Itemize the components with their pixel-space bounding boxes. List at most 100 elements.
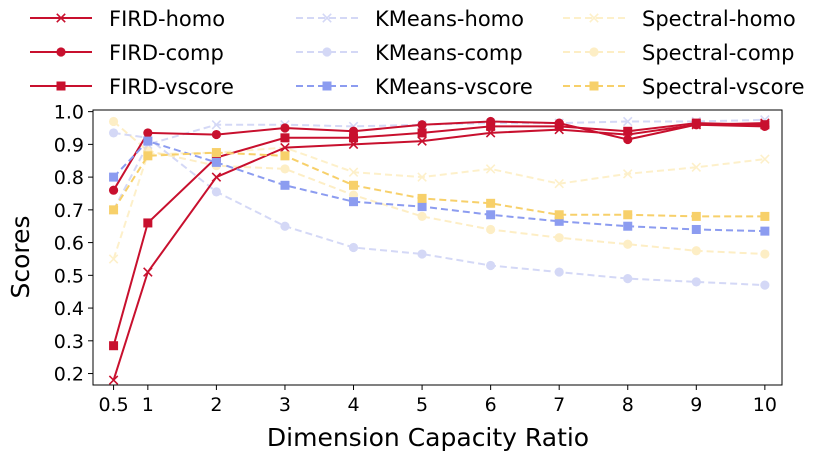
data-point-spectral-comp bbox=[417, 211, 427, 221]
data-point-spectral-vscore bbox=[417, 193, 427, 203]
data-point-kmeans-comp bbox=[211, 187, 222, 197]
data-point-fird-comp bbox=[143, 128, 153, 138]
x-tick-label: 10 bbox=[753, 394, 777, 416]
data-point-fird-comp bbox=[211, 129, 222, 140]
data-point-kmeans-comp bbox=[348, 242, 359, 253]
legend: FIRD-homo FIRD-comp FIRD-vscore KMeans-homo… bbox=[30, 7, 805, 99]
data-point-fird-vscore bbox=[554, 121, 564, 131]
legend-item-kmeans-comp bbox=[296, 47, 358, 57]
series-kmeans-vscore bbox=[109, 136, 770, 236]
y-tick-label: 0.5 bbox=[54, 265, 84, 287]
legend-marker bbox=[589, 13, 599, 23]
data-point-kmeans-vscore bbox=[691, 224, 701, 234]
data-point-fird-vscore bbox=[349, 133, 359, 143]
data-point-kmeans-comp bbox=[554, 267, 564, 277]
data-point-fird-comp bbox=[623, 134, 633, 145]
data-point-spectral-comp bbox=[691, 246, 701, 256]
data-point-kmeans-comp bbox=[108, 128, 119, 138]
legend-marker bbox=[589, 47, 599, 57]
legend-label: KMeans-comp bbox=[375, 41, 523, 65]
data-point-spectral-comp bbox=[554, 233, 564, 243]
legend-label: FIRD-vscore bbox=[109, 75, 234, 99]
data-point-fird-homo bbox=[280, 142, 290, 153]
data-point-fird-homo bbox=[211, 172, 222, 182]
data-point-spectral-comp bbox=[486, 224, 496, 235]
data-point-spectral-vscore bbox=[623, 210, 633, 220]
plot-area bbox=[108, 115, 770, 385]
y-tick-label: 0.7 bbox=[54, 200, 84, 222]
data-point-spectral-vscore bbox=[554, 210, 564, 220]
data-point-fird-vscore bbox=[760, 120, 770, 130]
data-point-fird-vscore bbox=[143, 218, 153, 228]
data-point-kmeans-vscore bbox=[417, 202, 427, 212]
data-point-spectral-vscore bbox=[143, 151, 153, 161]
data-point-kmeans-comp bbox=[417, 249, 427, 259]
data-point-kmeans-vscore bbox=[280, 180, 290, 190]
legend-marker bbox=[56, 47, 66, 57]
data-point-kmeans-vscore bbox=[349, 197, 359, 207]
data-point-kmeans-vscore bbox=[486, 210, 496, 220]
data-point-spectral-homo bbox=[760, 154, 770, 164]
legend-marker bbox=[322, 47, 332, 57]
data-point-spectral-homo bbox=[622, 169, 633, 179]
data-point-kmeans-vscore bbox=[143, 136, 153, 146]
series-line-kmeans-homo bbox=[112, 118, 765, 211]
data-point-spectral-homo bbox=[417, 172, 427, 182]
data-point-spectral-vscore bbox=[349, 180, 359, 190]
series-line-kmeans-vscore bbox=[112, 139, 765, 233]
series-fird-homo bbox=[108, 118, 770, 385]
legend-label: Spectral-homo bbox=[642, 7, 796, 31]
axes: 0.5 1 2 3 4 5 6 7 8 9 10 0.2 0.3 0.4 0.5 0.6 0.7 0.8 0.9 1.… bbox=[54, 102, 783, 416]
data-point-kmeans-comp bbox=[691, 277, 701, 287]
x-tick-label: 9 bbox=[690, 394, 702, 416]
data-point-spectral-homo bbox=[554, 178, 564, 189]
series-spectral-vscore bbox=[109, 148, 770, 221]
legend-item-kmeans-homo bbox=[296, 13, 358, 23]
data-point-fird-homo bbox=[417, 136, 427, 146]
data-point-kmeans-comp bbox=[760, 280, 770, 290]
legend-marker bbox=[56, 81, 66, 91]
series-fird-vscore bbox=[109, 118, 770, 351]
data-point-kmeans-vscore bbox=[760, 226, 770, 236]
legend-label: FIRD-homo bbox=[109, 7, 225, 31]
data-point-kmeans-vscore bbox=[623, 221, 633, 231]
y-tick-label: 0.2 bbox=[54, 364, 84, 386]
data-point-fird-vscore bbox=[623, 126, 633, 136]
data-point-spectral-vscore bbox=[280, 151, 290, 161]
y-tick-label: 1.0 bbox=[54, 102, 84, 124]
data-point-spectral-homo bbox=[485, 164, 496, 174]
y-tick-label: 0.9 bbox=[54, 134, 84, 156]
data-point-spectral-homo bbox=[348, 167, 359, 177]
y-tick-label: 0.8 bbox=[54, 167, 84, 189]
series-line-fird-vscore bbox=[112, 122, 765, 346]
y-axis-title: Scores bbox=[6, 215, 35, 298]
legend-marker bbox=[56, 13, 66, 23]
data-point-kmeans-comp bbox=[486, 260, 496, 271]
series-line-spectral-homo bbox=[112, 146, 766, 260]
plot-frame bbox=[92, 109, 783, 386]
y-tick-label: 0.3 bbox=[54, 331, 84, 353]
legend-item-kmeans-vscore bbox=[296, 81, 358, 91]
data-point-spectral-comp bbox=[760, 249, 770, 259]
data-point-spectral-homo bbox=[108, 254, 119, 264]
legend-item-fird-vscore bbox=[30, 81, 92, 91]
series-spectral-comp bbox=[108, 116, 770, 259]
data-point-spectral-comp bbox=[280, 164, 290, 174]
data-point-spectral-vscore bbox=[691, 211, 701, 221]
legend-item-fird-homo bbox=[30, 13, 92, 23]
data-point-spectral-comp bbox=[623, 239, 633, 249]
data-point-spectral-vscore bbox=[109, 205, 119, 215]
data-point-spectral-vscore bbox=[486, 198, 496, 208]
x-tick-label: 7 bbox=[553, 394, 565, 416]
x-tick-label: 3 bbox=[279, 394, 291, 416]
legend-item-spectral-comp bbox=[563, 47, 625, 57]
x-tick-label: 2 bbox=[210, 394, 222, 416]
legend-item-fird-comp bbox=[30, 47, 92, 57]
data-point-spectral-vscore bbox=[211, 148, 221, 158]
x-tick-label: 4 bbox=[347, 394, 359, 416]
x-tick-label: 5 bbox=[416, 394, 428, 416]
data-point-spectral-vscore bbox=[760, 211, 770, 221]
data-point-kmeans-homo bbox=[211, 119, 222, 130]
y-tick-label: 0.4 bbox=[54, 298, 84, 320]
x-tick-label: 1 bbox=[142, 394, 154, 416]
